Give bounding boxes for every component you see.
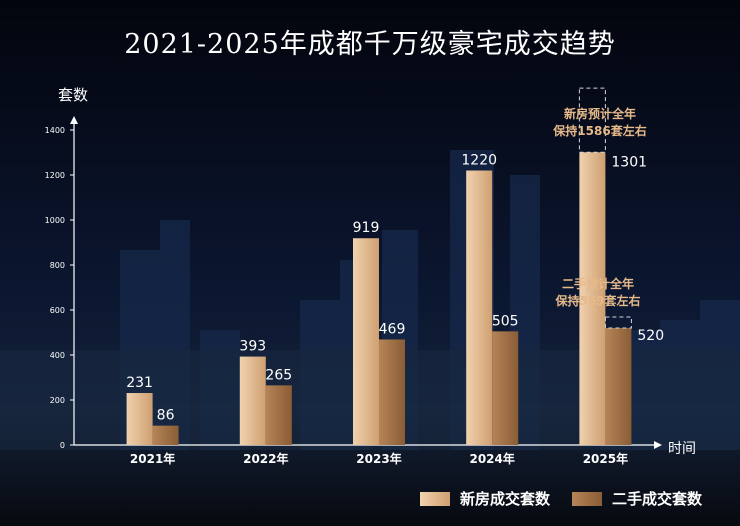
bar-second-hand bbox=[152, 425, 179, 445]
bar-new-home bbox=[126, 393, 153, 445]
bar-new-home bbox=[353, 238, 379, 445]
y-tick-label: 200 bbox=[50, 396, 65, 405]
skyline-building bbox=[700, 300, 740, 450]
second-hand-forecast-note: 二手预计全年 保持569套左右 bbox=[543, 276, 653, 310]
data-label-new-home: 1220 bbox=[461, 153, 497, 169]
y-tick-label: 1000 bbox=[45, 216, 65, 225]
chart-marks: 0 200 400 600 800 1000 1200 1400 231 86 2021年 393 26… bbox=[45, 87, 664, 466]
x-tick-label: 2022年 bbox=[243, 451, 288, 466]
y-axis-arrow bbox=[70, 116, 78, 124]
x-axis-label: 时间 bbox=[668, 441, 696, 457]
legend-swatch-second-hand bbox=[572, 491, 602, 506]
skyline-building bbox=[160, 220, 190, 450]
data-label-new-home: 231 bbox=[126, 375, 153, 391]
data-label-new-home: 393 bbox=[239, 339, 266, 355]
data-label-second-hand: 86 bbox=[157, 408, 175, 424]
data-label-second-hand: 265 bbox=[265, 367, 292, 383]
bar-new-home bbox=[466, 170, 493, 445]
bar-second-hand bbox=[492, 331, 519, 445]
new-home-forecast-note: 新房预计全年 保持1586套左右 bbox=[545, 106, 655, 140]
bar-new-home bbox=[239, 356, 266, 445]
bar-second-hand bbox=[379, 339, 405, 445]
forecast-box-new-home bbox=[578, 87, 606, 153]
y-axis-label: 套数 bbox=[58, 86, 89, 104]
second-hand-forecast-line-1: 二手预计全年 bbox=[561, 277, 634, 291]
y-tick-label: 0 bbox=[60, 441, 65, 450]
y-tick-label: 400 bbox=[50, 351, 65, 360]
y-tick-label: 600 bbox=[50, 306, 65, 315]
new-home-forecast-line-2: 保持1586套左右 bbox=[553, 124, 647, 138]
legend-label-new-home: 新房成交套数 bbox=[460, 490, 551, 508]
x-axis-arrow bbox=[654, 441, 662, 449]
legend-label-second-hand: 二手成交套数 bbox=[612, 490, 703, 508]
skyline-building bbox=[660, 320, 700, 450]
data-label-second-hand: 505 bbox=[492, 313, 519, 329]
y-tick-label: 800 bbox=[50, 261, 65, 270]
y-tick-label: 1400 bbox=[45, 126, 65, 135]
x-tick-label: 2024年 bbox=[469, 451, 514, 466]
data-label-second-hand: 469 bbox=[379, 321, 406, 337]
data-label-second-hand: 520 bbox=[637, 328, 664, 344]
x-tick-label: 2023年 bbox=[356, 451, 401, 466]
chart-title: 2021-2025年成都千万级豪宅成交趋势 bbox=[124, 29, 616, 60]
x-tick-label: 2021年 bbox=[130, 451, 175, 466]
bar-new-home bbox=[579, 152, 606, 445]
forecast-box-second-hand bbox=[604, 316, 632, 329]
second-hand-forecast-line-2: 保持569套左右 bbox=[555, 294, 641, 308]
data-label-new-home: 919 bbox=[353, 220, 380, 236]
skyline-building bbox=[200, 330, 240, 450]
legend-swatch-new-home bbox=[420, 491, 450, 506]
data-label-new-home: 1301 bbox=[611, 154, 647, 170]
new-home-forecast-line-1: 新房预计全年 bbox=[563, 107, 636, 121]
skyline-building bbox=[300, 300, 340, 450]
bar-second-hand bbox=[605, 328, 632, 445]
x-tick-label: 2025年 bbox=[583, 451, 628, 466]
bar-second-hand bbox=[265, 385, 292, 445]
legend-new-home: 新房成交套数 bbox=[420, 488, 550, 509]
y-tick-label: 1200 bbox=[45, 171, 65, 180]
legend-second-hand: 二手成交套数 bbox=[572, 488, 702, 509]
